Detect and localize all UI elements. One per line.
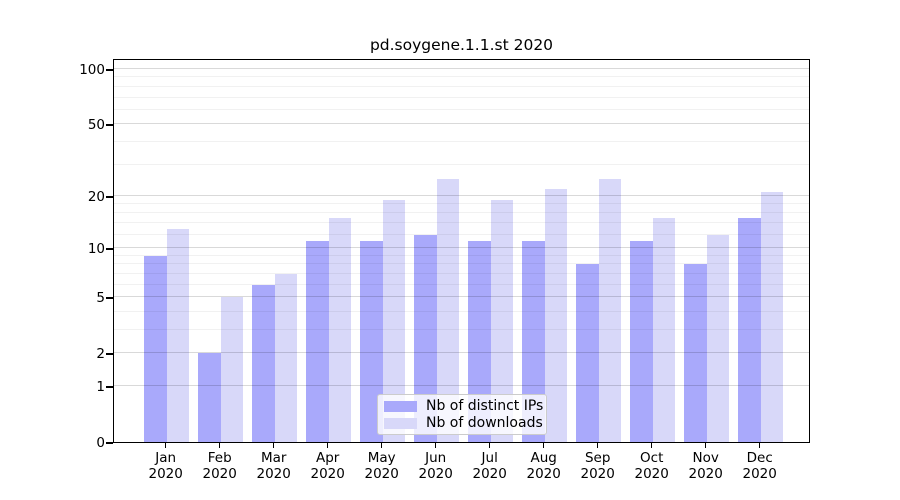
bar-downloads-feb <box>220 297 244 442</box>
bar-distinct-ips-may <box>360 241 383 442</box>
x-tick-label-Jul: Jul 2020 <box>458 450 522 482</box>
y-tick-mark-0 <box>106 442 113 444</box>
x-tick-year: 2020 <box>418 465 453 482</box>
x-tick-mark-Jul <box>488 443 491 448</box>
x-tick-label-Nov: Nov 2020 <box>674 450 738 482</box>
x-tick-mark-Aug <box>542 443 545 448</box>
x-tick-month: Jan <box>155 450 177 466</box>
x-tick-year: 2020 <box>742 465 777 482</box>
bar-downloads-nov <box>706 234 730 442</box>
bar-distinct-ips-jul <box>468 241 491 442</box>
bar-downloads-may <box>382 199 406 442</box>
legend-label-distinct-ips: Nb of distinct IPs <box>426 398 544 414</box>
x-tick-year: 2020 <box>634 465 669 482</box>
x-tick-mark-Dec <box>758 443 761 448</box>
y-tick-label-20: 20 <box>87 188 105 205</box>
x-tick-month: Aug <box>530 450 557 466</box>
bar-downloads-apr <box>328 217 352 442</box>
bar-distinct-ips-feb <box>198 353 221 442</box>
x-tick-year: 2020 <box>202 465 237 482</box>
x-tick-year: 2020 <box>472 465 507 482</box>
x-tick-month: Jul <box>481 450 498 466</box>
y-tick-label-0: 0 <box>96 435 105 451</box>
x-tick-year: 2020 <box>688 465 723 482</box>
y-tick-mark-5 <box>106 297 113 299</box>
y-tick-label-2: 2 <box>96 346 105 363</box>
x-tick-label-Aug: Aug 2020 <box>512 450 576 482</box>
x-tick-mark-Apr <box>326 443 329 448</box>
y-tick-label-100: 100 <box>79 62 105 78</box>
x-tick-mark-May <box>380 443 383 448</box>
x-tick-year: 2020 <box>364 465 399 482</box>
y-tick-label-5: 5 <box>96 290 105 307</box>
x-tick-month: Sep <box>584 450 611 466</box>
x-tick-month: May <box>367 450 396 466</box>
bar-downloads-jul <box>490 199 514 442</box>
bar-distinct-ips-nov <box>684 264 707 442</box>
bar-distinct-ips-jan <box>144 255 167 442</box>
x-tick-mark-Feb <box>218 443 221 448</box>
x-tick-label-Apr: Apr 2020 <box>296 450 360 482</box>
bar-downloads-oct <box>652 217 676 442</box>
bar-distinct-ips-aug <box>522 241 545 442</box>
x-tick-mark-Sep <box>596 443 599 448</box>
x-tick-label-May: May 2020 <box>350 450 414 482</box>
bar-downloads-jan <box>166 228 190 442</box>
y-tick-mark-1 <box>106 386 113 388</box>
y-tick-mark-2 <box>106 353 113 355</box>
x-tick-label-Dec: Dec 2020 <box>728 450 792 482</box>
y-tick-label-10: 10 <box>87 241 105 258</box>
x-tick-month: Apr <box>316 450 340 466</box>
legend-swatch-downloads <box>384 417 417 429</box>
legend-label-downloads: Nb of downloads <box>426 415 543 431</box>
y-tick-mark-50 <box>106 124 113 126</box>
bar-downloads-sep <box>598 178 622 442</box>
bar-downloads-jun <box>436 178 460 442</box>
legend: Nb of distinct IPs Nb of downloads <box>377 394 547 435</box>
x-tick-year: 2020 <box>310 465 345 482</box>
x-tick-mark-Nov <box>704 443 707 448</box>
x-tick-mark-Mar <box>272 443 275 448</box>
bar-distinct-ips-oct <box>630 241 653 442</box>
x-tick-month: Mar <box>260 450 287 466</box>
x-tick-label-Sep: Sep 2020 <box>566 450 630 482</box>
chart-title: pd.soygene.1.1.st 2020 <box>369 36 554 54</box>
y-tick-label-50: 50 <box>87 117 105 134</box>
bar-downloads-aug <box>544 188 568 442</box>
x-tick-month: Jun <box>425 450 447 466</box>
bar-downloads-dec <box>760 192 784 442</box>
x-tick-month: Oct <box>640 450 664 466</box>
bar-distinct-ips-dec <box>738 217 761 442</box>
legend-swatch-distinct-ips <box>384 400 417 412</box>
x-tick-year: 2020 <box>580 465 615 482</box>
x-tick-month: Dec <box>746 450 773 466</box>
plot-area <box>113 59 810 443</box>
bar-distinct-ips-jun <box>414 234 437 442</box>
y-tick-label-1: 1 <box>96 379 105 395</box>
x-tick-month: Nov <box>692 450 719 466</box>
x-tick-label-Oct: Oct 2020 <box>620 450 684 482</box>
legend-item-distinct-ips: Nb of distinct IPs <box>384 398 544 414</box>
bar-downloads-mar <box>274 273 298 442</box>
y-tick-mark-20 <box>106 196 113 198</box>
x-tick-label-Jun: Jun 2020 <box>404 450 468 482</box>
legend-item-downloads: Nb of downloads <box>384 415 543 431</box>
y-tick-mark-100 <box>106 69 113 71</box>
x-tick-mark-Oct <box>650 443 653 448</box>
bars-layer <box>114 60 809 442</box>
bar-distinct-ips-sep <box>576 264 599 442</box>
x-tick-month: Feb <box>207 450 232 466</box>
x-tick-year: 2020 <box>256 465 291 482</box>
x-tick-year: 2020 <box>526 465 561 482</box>
x-tick-label-Jan: Jan 2020 <box>134 450 198 482</box>
y-tick-mark-10 <box>106 248 113 250</box>
x-tick-year: 2020 <box>148 465 183 482</box>
bar-distinct-ips-apr <box>306 241 329 442</box>
x-tick-mark-Jan <box>164 443 167 448</box>
x-tick-label-Mar: Mar 2020 <box>242 450 306 482</box>
x-tick-label-Feb: Feb 2020 <box>188 450 252 482</box>
bar-distinct-ips-mar <box>252 284 275 442</box>
x-tick-mark-Jun <box>434 443 437 448</box>
